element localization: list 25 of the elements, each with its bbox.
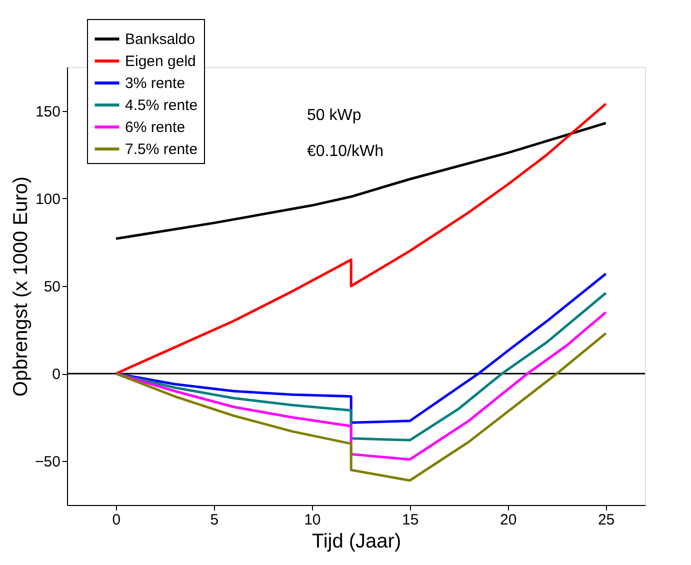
y-tick-label: 50 — [44, 278, 60, 296]
legend-label: 7.5% rente — [125, 141, 198, 158]
annotation: €0.10/kWh — [307, 143, 384, 160]
y-tick-label: −50 — [35, 454, 60, 471]
legend-label: 3% rente — [125, 75, 186, 92]
x-tick-label: 25 — [598, 512, 615, 528]
line-series — [114, 332, 608, 482]
legend-label: 6% rente — [125, 119, 186, 136]
x-tick-label: 5 — [210, 512, 219, 528]
line-series — [114, 311, 608, 461]
y-axis-title: Opbrengst (x 1000 Euro) — [10, 176, 32, 397]
x-tick-label: 20 — [500, 512, 517, 528]
x-tick-label: 10 — [304, 512, 321, 528]
line-series — [114, 292, 608, 442]
legend-label: Eigen geld — [125, 53, 196, 70]
line-series — [114, 122, 608, 240]
legend-label: Banksaldo — [125, 31, 196, 48]
y-tick-label: 100 — [35, 190, 60, 208]
legend-label: 4.5% rente — [125, 97, 198, 114]
x-tick-label: 15 — [402, 512, 419, 528]
annotation: 50 kWp — [307, 107, 362, 124]
x-axis-title: Tijd (Jaar) — [312, 530, 402, 552]
y-tick-label: 150 — [35, 103, 60, 120]
y-tick-label: 0 — [52, 366, 60, 384]
x-tick-label: 0 — [112, 512, 121, 528]
